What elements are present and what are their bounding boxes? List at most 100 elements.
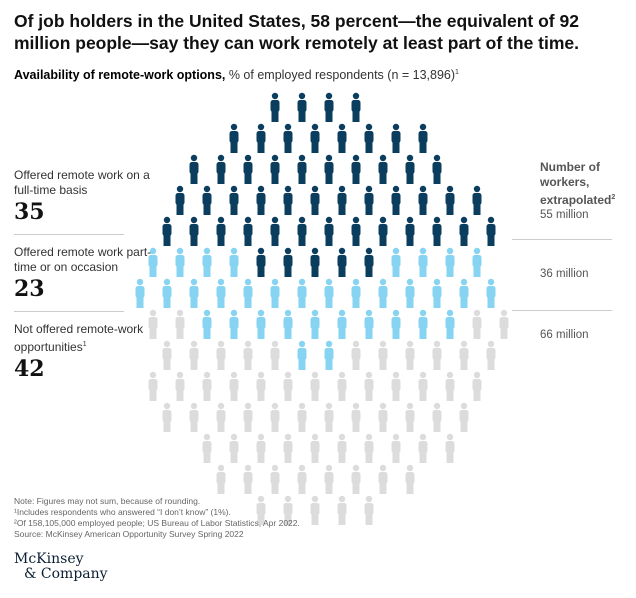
footnote-2: ²Of 158,105,000 employed people; US Bure… (14, 518, 300, 528)
person-icon-not-offered (310, 433, 320, 463)
category-group-0: Offered remote work on a full-time basis… (14, 164, 154, 232)
person-icon-full-time (310, 247, 320, 277)
person-icon-full-time (351, 154, 361, 184)
person-icon-not-offered (324, 464, 334, 494)
person-icon-part-time (162, 278, 172, 308)
person-icon-not-offered (337, 371, 347, 401)
person-icon-not-offered (148, 371, 158, 401)
person-icon-part-time (418, 247, 428, 277)
person-icon-not-offered (243, 402, 253, 432)
workers-label-2: 66 million (540, 329, 589, 341)
person-icon-full-time (364, 247, 374, 277)
person-icon-full-time (324, 216, 334, 246)
person-icon-full-time (378, 154, 388, 184)
person-icon-full-time (378, 216, 388, 246)
category-group-2: Not offered remote-work opportunities1 4… (14, 318, 154, 389)
person-icon-part-time (270, 278, 280, 308)
person-icon-full-time (459, 216, 469, 246)
person-icon-not-offered (351, 464, 361, 494)
person-icon-part-time (216, 278, 226, 308)
person-icon-not-offered (229, 433, 239, 463)
person-icon-full-time (270, 216, 280, 246)
person-icon-part-time (472, 247, 482, 277)
person-icon-part-time (175, 247, 185, 277)
person-icon-full-time (324, 154, 334, 184)
value-label-0: 35 (14, 199, 45, 225)
person-icon-full-time (445, 185, 455, 215)
person-icon-part-time (310, 309, 320, 339)
person-icon-full-time (418, 123, 428, 153)
person-icon-not-offered (256, 371, 266, 401)
person-icon-full-time (364, 185, 374, 215)
person-icon-part-time (256, 309, 266, 339)
header: Of job holders in the United States, 58 … (14, 10, 626, 82)
person-icon-full-time (391, 123, 401, 153)
person-icon-not-offered (283, 495, 293, 525)
person-icon-not-offered (378, 464, 388, 494)
person-icon-not-offered (364, 495, 374, 525)
person-icon-part-time (391, 309, 401, 339)
footnote-1: ¹Includes respondents who answered “I do… (14, 507, 231, 517)
person-icon-not-offered (445, 371, 455, 401)
category-group-1: Offered remote work part-time or on occa… (14, 241, 154, 309)
subtitle-bold: Availability of remote-work options, (14, 68, 226, 82)
person-icon-part-time (445, 309, 455, 339)
subtitle-sup: 1 (455, 68, 459, 76)
person-icon-full-time (175, 185, 185, 215)
note: Note: Figures may not sum, because of ro… (14, 496, 201, 506)
person-icon-part-time (445, 247, 455, 277)
person-icon-part-time (418, 309, 428, 339)
person-icon-full-time (256, 185, 266, 215)
person-icon-full-time (256, 247, 266, 277)
person-icon-part-time (135, 278, 145, 308)
person-icon-full-time (418, 185, 428, 215)
person-icon-not-offered (175, 371, 185, 401)
person-icon-not-offered (405, 402, 415, 432)
person-icon-full-time (337, 123, 347, 153)
person-icon-not-offered (337, 433, 347, 463)
person-icon-full-time (189, 154, 199, 184)
person-icon-full-time (405, 154, 415, 184)
person-icon-not-offered (405, 464, 415, 494)
person-icon-full-time (364, 123, 374, 153)
person-icon-not-offered (189, 340, 199, 370)
person-icon-part-time (337, 309, 347, 339)
person-icon-part-time (202, 309, 212, 339)
person-icon-full-time (391, 185, 401, 215)
person-icon-full-time (256, 123, 266, 153)
person-icon-not-offered (378, 402, 388, 432)
person-icon-part-time (378, 278, 388, 308)
person-icon-not-offered (391, 433, 401, 463)
person-icon-part-time (432, 278, 442, 308)
person-icon-part-time (351, 278, 361, 308)
subtitle: Availability of remote-work options, % o… (14, 68, 626, 82)
person-icon-full-time (297, 92, 307, 122)
person-icon-full-time (297, 154, 307, 184)
person-icon-full-time (283, 185, 293, 215)
person-icon-not-offered (270, 464, 280, 494)
person-icon-full-time (283, 247, 293, 277)
person-icon-not-offered (283, 371, 293, 401)
workers-label-0: 55 million (540, 209, 589, 221)
person-icon-part-time (202, 247, 212, 277)
divider (14, 234, 124, 235)
person-icon-not-offered (256, 495, 266, 525)
person-icon-not-offered (216, 402, 226, 432)
person-icon-not-offered (391, 371, 401, 401)
person-icon-not-offered (418, 371, 428, 401)
person-icon-not-offered (216, 464, 226, 494)
person-icon-not-offered (202, 371, 212, 401)
person-icon-not-offered (418, 433, 428, 463)
footnotes: Note: Figures may not sum, because of ro… (14, 496, 300, 540)
person-icon-not-offered (297, 464, 307, 494)
person-icon-full-time (189, 216, 199, 246)
person-icon-full-time (432, 154, 442, 184)
person-icon-not-offered (270, 402, 280, 432)
person-icon-full-time (229, 185, 239, 215)
person-icon-not-offered (189, 402, 199, 432)
category-label-2: Not offered remote-work opportunities1 (14, 322, 144, 354)
value-label-2: 42 (14, 356, 45, 382)
divider (512, 239, 612, 240)
